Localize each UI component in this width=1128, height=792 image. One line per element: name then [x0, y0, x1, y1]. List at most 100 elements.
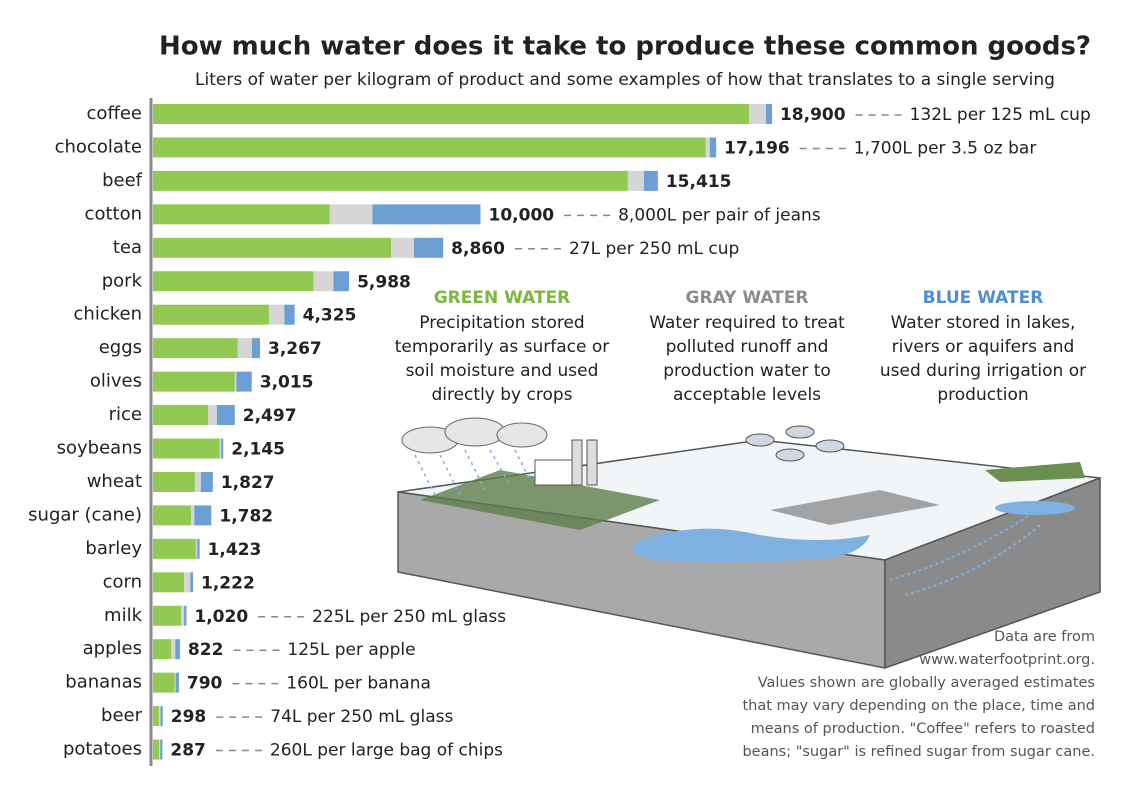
bar-segment	[414, 237, 444, 258]
bar-segment	[221, 438, 224, 459]
bar-segment	[153, 572, 185, 593]
annotation: 27L per 250 mL cup	[569, 239, 739, 259]
bar-segment	[159, 739, 161, 760]
total-label: 1,222	[201, 573, 255, 593]
bar-segment	[219, 438, 222, 459]
bar-segment	[236, 371, 252, 392]
bar-segment	[174, 672, 176, 693]
legend-title: GRAY WATER	[686, 288, 809, 308]
category-label: wheat	[87, 471, 142, 492]
category-label: corn	[103, 571, 142, 592]
legend-text: production	[937, 385, 1028, 405]
bar-segment	[153, 304, 269, 325]
bar-segment	[153, 204, 330, 225]
category-label: eggs	[99, 337, 142, 358]
footnote: www.waterfootprint.org.	[919, 652, 1095, 668]
chart-title: How much water does it take to produce t…	[159, 32, 1091, 62]
category-label: apples	[83, 638, 142, 659]
legend-text: polluted runoff and	[666, 337, 829, 357]
bar-segment	[313, 271, 334, 292]
total-label: 287	[170, 741, 206, 761]
legend-text: soil moisture and used	[406, 361, 599, 381]
bar-segment	[158, 706, 161, 727]
bar-segment	[153, 405, 209, 426]
bar-segment	[190, 572, 194, 593]
category-label: milk	[104, 605, 143, 626]
legend-title: BLUE WATER	[923, 288, 1044, 308]
bar-segment	[197, 538, 200, 559]
bar-segment	[195, 538, 198, 559]
category-label: olives	[90, 371, 142, 392]
total-label: 5,988	[357, 272, 411, 292]
legend-text: temporarily as surface or	[395, 337, 609, 357]
total-label: 1,020	[194, 607, 248, 627]
bar-segment	[153, 639, 172, 660]
bar-segment	[200, 471, 213, 492]
bar-segment	[216, 405, 235, 426]
total-label: 17,196	[724, 138, 790, 158]
annotation: 74L per 250 mL glass	[270, 707, 453, 727]
legend-text: rivers or aquifers and	[892, 337, 1075, 357]
bar-segment	[153, 104, 750, 124]
bar-segment	[208, 405, 217, 426]
total-label: 2,497	[243, 406, 297, 426]
bar-segment	[153, 438, 220, 459]
category-label: beef	[102, 170, 143, 191]
category-label: cotton	[85, 203, 142, 224]
bar-segment	[194, 505, 212, 526]
category-label: pork	[102, 270, 143, 291]
bar-segment	[184, 605, 187, 626]
bar-segment	[627, 170, 644, 191]
bar-segment	[160, 706, 163, 727]
bar-segment	[153, 706, 159, 727]
total-label: 1,423	[208, 540, 262, 560]
bar-segment	[153, 338, 238, 359]
total-label: 8,860	[451, 239, 505, 259]
total-label: 4,325	[303, 306, 357, 326]
category-label: barley	[85, 538, 142, 559]
bar-segment	[171, 639, 176, 660]
annotation: 160L per banana	[286, 674, 431, 694]
category-label: tea	[113, 237, 142, 258]
category-label: soybeans	[57, 438, 142, 459]
category-label: bananas	[65, 672, 142, 693]
legend-text: production water to	[663, 361, 831, 381]
footnote: Data are from	[994, 629, 1095, 645]
annotation: 260L per large bag of chips	[270, 741, 503, 761]
bar-segment	[153, 605, 182, 626]
category-label: sugar (cane)	[28, 504, 142, 525]
legend-text: Precipitation stored	[419, 313, 584, 333]
annotation: 125L per apple	[287, 640, 415, 660]
bar-segment	[153, 739, 160, 760]
bar-segment	[234, 371, 237, 392]
illustration	[397, 417, 1101, 670]
bar-segment	[391, 237, 415, 258]
total-label: 790	[187, 674, 223, 694]
total-label: 10,000	[489, 205, 555, 225]
bar-segment	[175, 672, 179, 693]
total-label: 1,782	[219, 506, 273, 526]
legend-text: Water required to treat	[649, 313, 845, 333]
chart-subtitle: Liters of water per kilogram of product …	[195, 70, 1055, 90]
bar-segment	[251, 338, 260, 359]
bar-segment	[153, 237, 392, 258]
annotation: 225L per 250 mL glass	[312, 607, 506, 627]
bar-segment	[284, 304, 295, 325]
bar-segment	[237, 338, 252, 359]
total-label: 1,827	[221, 473, 275, 493]
bar-segment	[153, 271, 314, 292]
bar-segment	[153, 538, 196, 559]
bar-segment	[749, 104, 767, 124]
bar-segment	[268, 304, 285, 325]
bar-segment	[153, 170, 628, 191]
bar-segment	[194, 471, 201, 492]
category-label: chocolate	[55, 136, 142, 157]
legend-title: GREEN WATER	[434, 288, 571, 308]
annotation: 132L per 125 mL cup	[910, 105, 1091, 125]
bar-segment	[153, 371, 235, 392]
bar-segment	[372, 204, 481, 225]
total-label: 15,415	[666, 172, 732, 192]
category-label: chicken	[74, 304, 142, 325]
bar-segment	[153, 505, 191, 526]
